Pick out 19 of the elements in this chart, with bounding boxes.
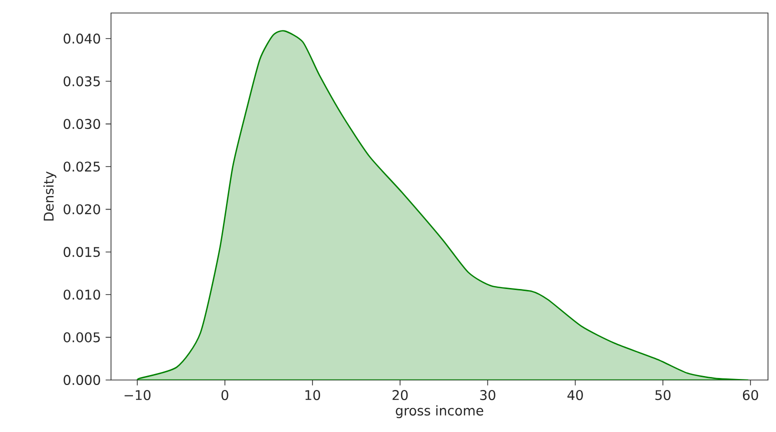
x-tick-label: 20 [392, 390, 408, 400]
y-tick-label: 0.015 [64, 246, 100, 258]
x-axis-title: gross income [396, 405, 484, 418]
y-tick-label: 0.010 [64, 290, 100, 300]
x-tick-label: 0 [222, 390, 228, 400]
x-tick-label: 30 [480, 390, 496, 400]
y-tick-label: 0.000 [64, 374, 100, 386]
x-tick-label: 50 [655, 390, 670, 400]
x-tick-label: 60 [742, 390, 758, 400]
y-tick-label: 0.030 [64, 118, 100, 129]
y-tick-label: 0.005 [64, 332, 100, 342]
y-tick-label: 0.035 [64, 76, 100, 86]
x-tick-label: 40 [567, 390, 583, 400]
y-tick-label: 0.020 [64, 204, 100, 214]
x-tick-label: 10 [305, 390, 320, 400]
x-tick-label: −10 [124, 390, 150, 400]
y-tick-label: 0.025 [64, 162, 100, 172]
y-axis-title: Density [43, 172, 56, 221]
y-tick-label: 0.040 [64, 34, 100, 44]
